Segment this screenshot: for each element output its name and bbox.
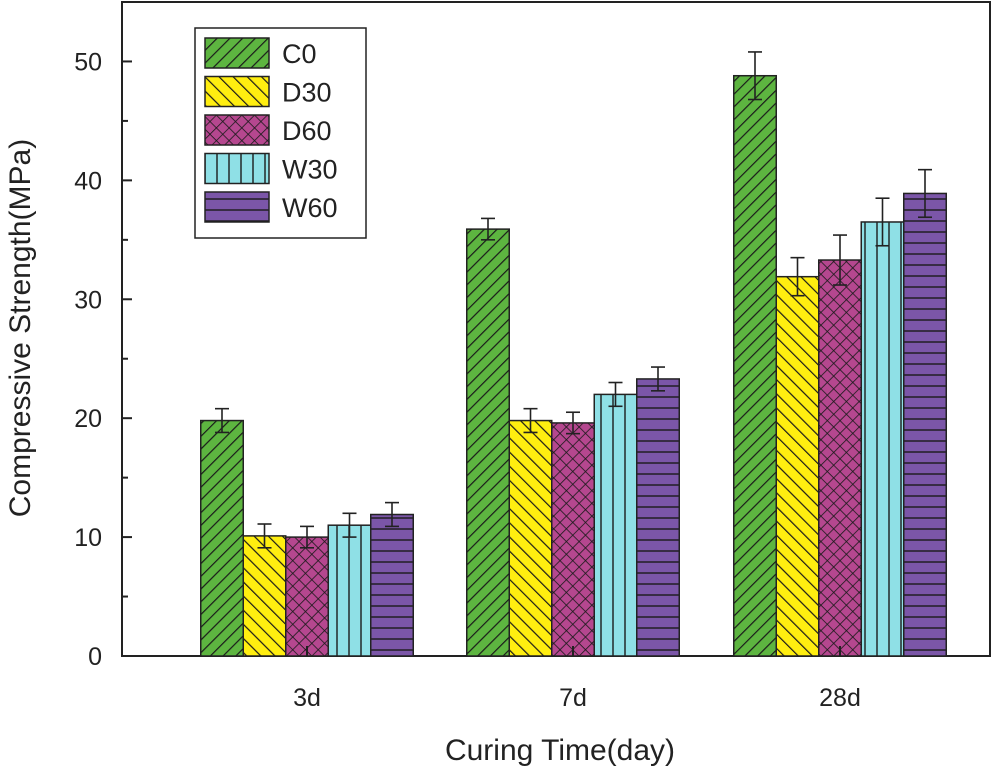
legend-item-w30: W30	[204, 152, 338, 185]
error-bar-d60-3d	[300, 525, 314, 549]
legend-swatch-w60	[204, 191, 270, 223]
error-bar-c0-28d	[748, 51, 762, 101]
bars-group	[200, 74, 947, 657]
bar-c0-7d	[466, 228, 510, 657]
y-tick-label: 40	[74, 167, 102, 195]
y-tick-label: 50	[74, 48, 102, 76]
y-axis-title: Compressive Strength(MPa)	[4, 139, 37, 517]
bar-d30-7d	[508, 419, 553, 657]
legend-label-d60: D60	[282, 116, 332, 146]
error-bar-w30-3d	[342, 512, 357, 538]
legend-item-d60: D60	[204, 114, 332, 146]
error-bar-d60-7d	[566, 411, 580, 435]
bar-c0-3d	[200, 419, 244, 657]
error-bar-d60-28d	[833, 234, 847, 286]
y-tick-labels: 0 10 20 30 40 50	[74, 48, 102, 671]
legend-label-w60: W60	[282, 193, 338, 223]
error-bar-w60-28d	[918, 168, 932, 219]
legend-label-d30: D30	[282, 78, 332, 108]
y-tick-label: 0	[88, 643, 102, 671]
bar-w30-3d	[327, 524, 372, 657]
bar-w60-7d	[636, 378, 680, 657]
error-bar-d30-28d	[790, 256, 805, 297]
legend-item-c0: C0	[204, 37, 317, 69]
bar-d60-7d	[551, 422, 595, 657]
error-bar-d30-3d	[257, 523, 272, 549]
error-bar-w30-28d	[875, 197, 890, 247]
legend-label-c0: C0	[282, 39, 317, 69]
legend-swatch-w30	[204, 152, 270, 185]
error-bar-d30-7d	[523, 407, 538, 434]
error-bar-w60-7d	[651, 366, 665, 392]
bar-w60-3d	[370, 513, 414, 657]
error-bars-group	[215, 51, 932, 549]
legend: C0 D30 D60 W30 W60	[194, 27, 367, 239]
error-bar-c0-3d	[215, 407, 229, 434]
legend-label-w30: W30	[282, 155, 338, 185]
bar-c0-28d	[733, 74, 777, 657]
legend-swatch-d60	[204, 114, 270, 146]
legend-swatch-d30	[204, 75, 270, 108]
error-bar-w60-3d	[385, 501, 399, 528]
bar-w30-7d	[593, 393, 638, 657]
legend-item-d30: D30	[204, 75, 332, 108]
axes-group	[122, 1, 841, 657]
y-tick-label: 10	[74, 524, 102, 552]
error-bar-c0-7d	[481, 217, 495, 241]
legend-item-w60: W60	[204, 191, 338, 223]
x-tick-label-7d: 7d	[559, 684, 587, 712]
x-tick-label-28d: 28d	[819, 684, 861, 712]
x-tick-label-3d: 3d	[293, 684, 321, 712]
x-axis-title: Curing Time(day)	[445, 734, 675, 767]
y-tick-label: 30	[74, 286, 102, 314]
bar-d60-3d	[285, 536, 329, 657]
bar-w60-28d	[903, 192, 947, 657]
y-tick-label: 20	[74, 405, 102, 433]
bar-d30-3d	[242, 535, 287, 657]
bar-w30-28d	[860, 221, 905, 657]
legend-swatch-c0	[204, 37, 270, 69]
error-bar-w30-7d	[608, 381, 623, 408]
x-tick-labels: 3d 7d 28d	[293, 684, 861, 712]
bar-d60-28d	[818, 259, 862, 657]
bar-d30-28d	[775, 275, 820, 657]
